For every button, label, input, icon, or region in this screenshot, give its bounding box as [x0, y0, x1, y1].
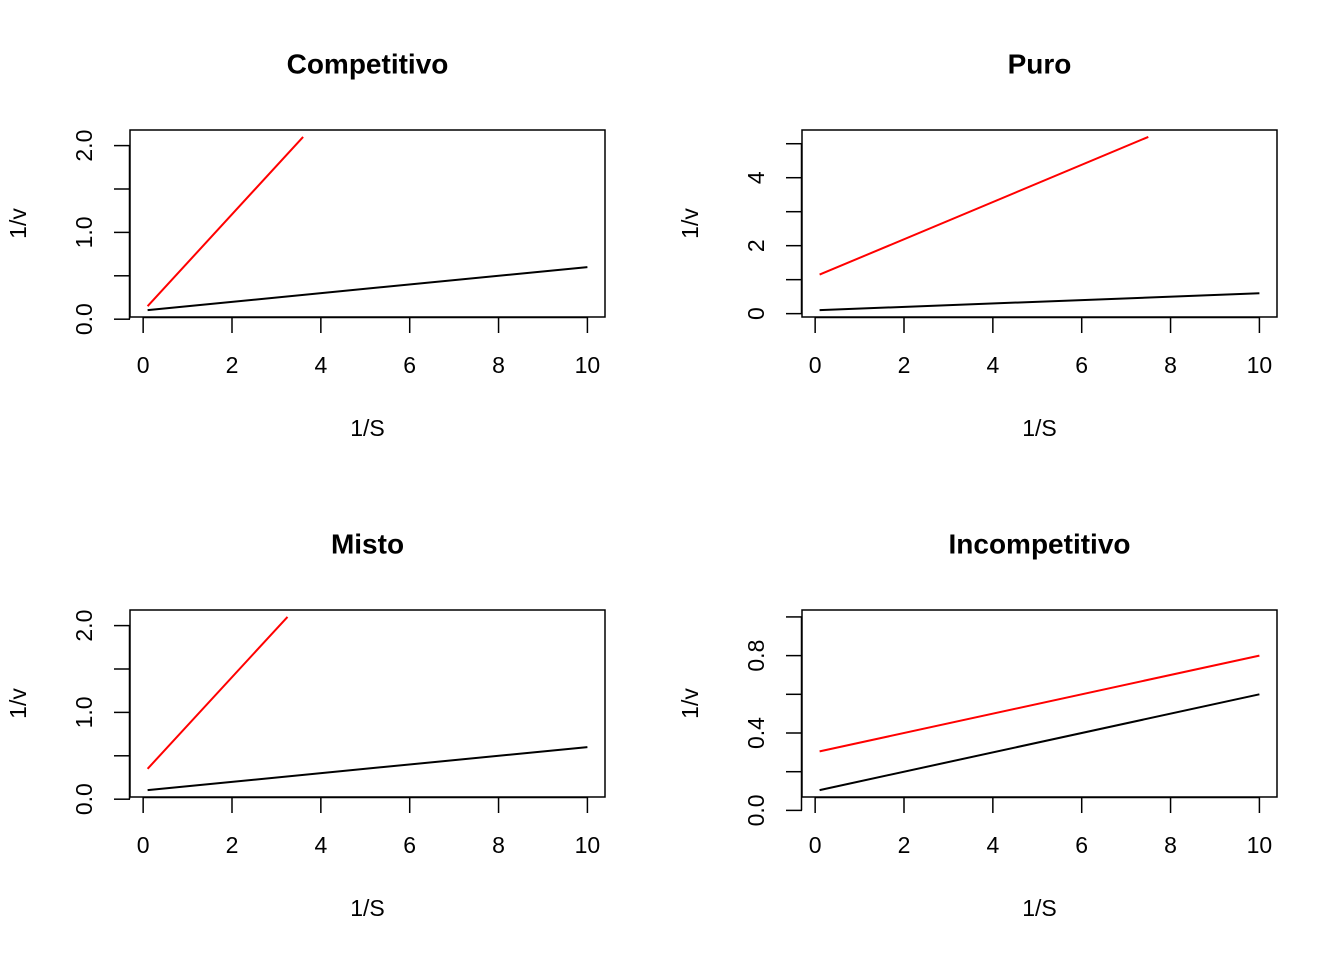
series-line-black [147, 746, 588, 792]
y-tick-label: 2.0 [71, 610, 97, 642]
series-line-red [819, 135, 1149, 276]
x-tick-label: 6 [1075, 352, 1088, 378]
x-tick-label: 0 [809, 832, 822, 858]
chart-title: Competitivo [287, 48, 449, 79]
x-tick-label: 2 [898, 832, 911, 858]
x-tick-label: 2 [226, 352, 239, 378]
y-tick-label: 4 [743, 171, 769, 184]
series-line-red [146, 136, 304, 307]
chart-panel-2: Puro 1/S 1/v 0 2 4 6 8 10 0 2 4 [677, 48, 1278, 441]
y-tick-label: 0 [743, 307, 769, 320]
x-axis-label: 1/S [1022, 415, 1057, 441]
x-tick-label: 0 [137, 352, 150, 378]
series-line-red [146, 616, 289, 770]
x-tick-label: 10 [1247, 352, 1273, 378]
x-tick-label: 8 [492, 832, 505, 858]
y-tick-label: 0.4 [743, 717, 769, 749]
chart-title: Incompetitivo [948, 528, 1130, 559]
chart-panel-3: Misto 1/S 1/v 0 2 4 6 8 10 0.0 1.0 2.0 [5, 528, 606, 921]
y-tick-label: 0.0 [71, 783, 97, 815]
x-tick-label: 4 [314, 832, 327, 858]
x-tick-label: 10 [575, 352, 601, 378]
plot-frame [801, 129, 1278, 318]
x-tick-label: 2 [226, 832, 239, 858]
x-tick-label: 2 [898, 352, 911, 378]
x-tick-label: 0 [137, 832, 150, 858]
x-tick-label: 4 [986, 832, 999, 858]
x-tick-label: 10 [1247, 832, 1273, 858]
y-tick-label: 2 [743, 239, 769, 252]
y-tick-label: 1.0 [71, 216, 97, 248]
x-axis-label: 1/S [350, 415, 385, 441]
y-tick-label: 0.0 [71, 303, 97, 335]
chart-title: Misto [331, 528, 404, 559]
x-axis-label: 1/S [1022, 895, 1057, 921]
series-line-black [819, 693, 1260, 792]
x-tick-label: 4 [986, 352, 999, 378]
x-tick-label: 4 [314, 352, 327, 378]
x-tick-label: 0 [809, 352, 822, 378]
y-tick-label: 1.0 [71, 696, 97, 728]
x-tick-label: 8 [1164, 352, 1177, 378]
x-tick-label: 8 [492, 352, 505, 378]
x-tick-label: 6 [403, 352, 416, 378]
y-tick-label: 2.0 [71, 130, 97, 162]
y-tick-label: 0.8 [743, 640, 769, 672]
y-axis-label: 1/v [5, 688, 31, 719]
x-tick-label: 6 [1075, 832, 1088, 858]
y-tick-label: 0.0 [743, 794, 769, 826]
y-axis-label: 1/v [5, 208, 31, 239]
chart-panel-4: Incompetitivo 1/S 1/v 0 2 4 6 8 10 0.0 0.4 0.8 [677, 528, 1278, 921]
y-axis-label: 1/v [677, 208, 703, 239]
chart-title: Puro [1008, 48, 1072, 79]
chart-panel-1: Competitivo 1/S 1/v 0 2 4 6 8 10 0.0 1.0 2.0 [5, 48, 606, 441]
x-tick-label: 6 [403, 832, 416, 858]
x-tick-label: 10 [575, 832, 601, 858]
x-tick-label: 8 [1164, 832, 1177, 858]
x-axis-label: 1/S [350, 895, 385, 921]
series-line-black [819, 292, 1260, 312]
y-axis-label: 1/v [677, 688, 703, 719]
series-line-black [147, 266, 588, 312]
series-line-red [819, 654, 1260, 753]
